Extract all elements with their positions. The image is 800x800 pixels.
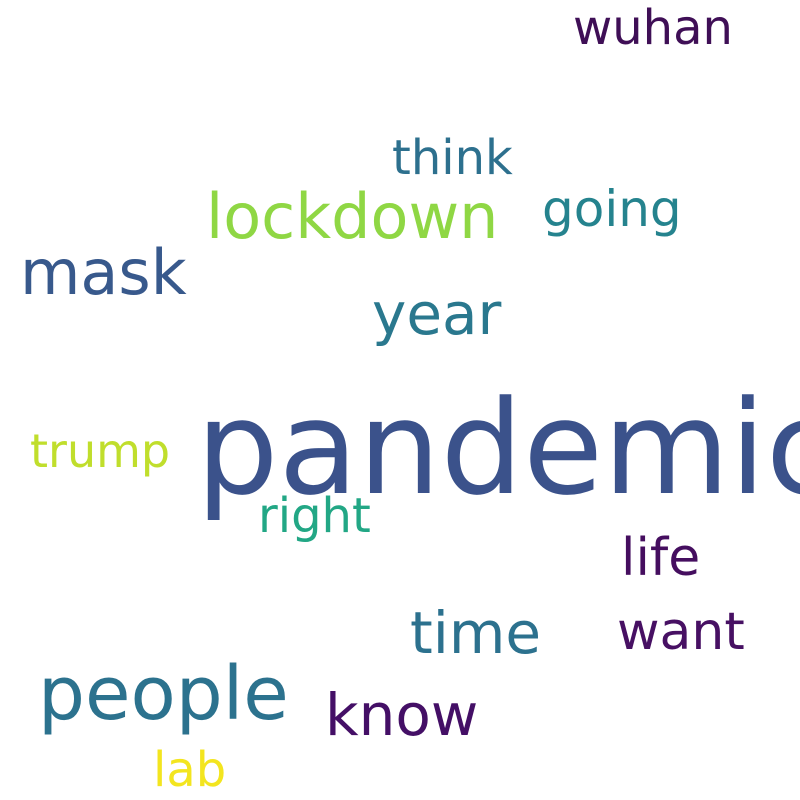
- word-lab: lab: [153, 742, 227, 798]
- word-mask: mask: [20, 236, 187, 309]
- word-think: think: [392, 130, 513, 186]
- word-life: life: [621, 528, 701, 588]
- word-pandemic: pandemic: [196, 372, 800, 524]
- word-going: going: [542, 180, 682, 238]
- word-wuhan: wuhan: [573, 0, 733, 56]
- word-trump: trump: [30, 424, 171, 478]
- word-right: right: [258, 488, 371, 544]
- word-people: people: [38, 651, 289, 737]
- word-lockdown: lockdown: [206, 180, 499, 253]
- word-year: year: [372, 280, 502, 348]
- word-want: want: [617, 602, 745, 662]
- word-time: time: [410, 599, 542, 667]
- word-know: know: [325, 681, 479, 749]
